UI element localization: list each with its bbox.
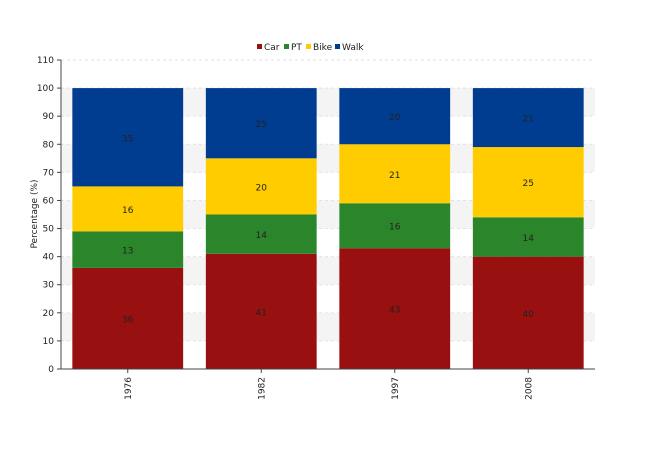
- y-tick-label: 40: [43, 253, 55, 263]
- data-label: 43: [389, 306, 400, 316]
- legend-label-car: Car: [264, 43, 280, 53]
- data-label: 21: [523, 115, 534, 125]
- legend-label-pt: PT: [291, 43, 302, 53]
- bar-segment-bike: [72, 186, 184, 232]
- data-label: 25: [523, 179, 534, 189]
- bar-segment-pt: [72, 231, 184, 268]
- bar-segment-car: [339, 248, 451, 369]
- x-tick-label: 1997: [391, 377, 401, 400]
- data-label: 21: [389, 171, 400, 181]
- bar-segment-pt: [472, 217, 584, 257]
- bar-segment-walk: [72, 88, 184, 187]
- y-tick-label: 50: [43, 225, 55, 235]
- y-tick-label: 110: [37, 56, 54, 66]
- y-tick-label: 30: [43, 281, 55, 291]
- axes-group: 1976 1982 1997 2008 0 10 20 30 40 50 60 70 80 90 100 11…: [37, 56, 595, 400]
- legend-swatch-bike: [306, 44, 311, 49]
- legend-swatch-car: [257, 44, 262, 49]
- bars-group: 36 13 16 35 41 14 20 25 43 16 21 20 40 14 25 21: [72, 88, 584, 369]
- data-label: 36: [122, 315, 134, 325]
- data-label: 14: [256, 231, 268, 241]
- y-tick-label: 20: [43, 309, 55, 319]
- y-tick-label: 80: [43, 140, 55, 150]
- y-tick-label: 60: [43, 196, 55, 206]
- data-label: 41: [256, 308, 267, 318]
- bar-segment-car: [472, 256, 584, 369]
- legend-swatch-pt: [284, 44, 289, 49]
- legend: Car PT Bike Walk: [257, 43, 364, 53]
- y-tick-label: 90: [43, 112, 55, 122]
- data-label: 25: [256, 120, 267, 130]
- bar-segment-walk: [472, 88, 584, 148]
- bar-segment-car: [205, 253, 317, 369]
- data-label: 20: [389, 113, 401, 123]
- bar-segment-walk: [339, 88, 451, 145]
- bar-segment-walk: [205, 88, 317, 159]
- y-axis-label: Percentage (%): [30, 179, 40, 248]
- y-tick-label: 0: [48, 365, 54, 375]
- data-label: 13: [122, 247, 133, 257]
- y-tick-label: 10: [43, 337, 55, 347]
- bar-segment-car: [72, 267, 184, 369]
- bar-segment-pt: [339, 203, 451, 249]
- data-label: 14: [523, 234, 535, 244]
- y-tick-label: 70: [43, 168, 55, 178]
- x-tick-label: 1976: [124, 377, 134, 400]
- bar-segment-bike: [472, 147, 584, 218]
- legend-swatch-walk: [335, 44, 340, 49]
- data-label: 35: [122, 134, 133, 144]
- x-tick-label: 2008: [524, 377, 534, 400]
- legend-label-bike: Bike: [313, 43, 333, 53]
- legend-label-walk: Walk: [342, 43, 364, 53]
- bar-segment-pt: [205, 214, 317, 254]
- bar-segment-bike: [205, 158, 317, 215]
- data-label: 20: [256, 183, 268, 193]
- y-tick-label: 100: [37, 84, 54, 94]
- bar-segment-bike: [339, 144, 451, 204]
- x-tick-label: 1982: [257, 377, 267, 400]
- data-label: 16: [389, 223, 401, 233]
- data-label: 40: [523, 310, 535, 320]
- data-label: 16: [122, 206, 134, 216]
